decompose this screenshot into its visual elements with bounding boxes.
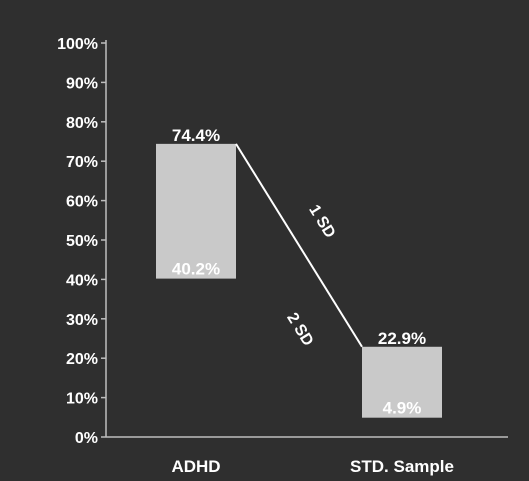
y-tick-label: 80%	[66, 115, 98, 132]
y-tick-label: 0%	[75, 430, 98, 447]
y-tick-label: 40%	[66, 272, 98, 289]
category-label: STD. Sample	[350, 457, 454, 476]
y-tick-label: 10%	[66, 391, 98, 408]
y-tick-label: 50%	[66, 233, 98, 250]
category-label: ADHD	[171, 457, 220, 476]
y-tick-label: 70%	[66, 154, 98, 171]
data-label-high: 22.9%	[378, 329, 426, 348]
y-tick-label: 30%	[66, 312, 98, 329]
data-label-low: 4.9%	[383, 399, 422, 418]
data-label-low: 40.2%	[172, 260, 220, 279]
range-bar	[156, 144, 236, 279]
y-tick-label: 90%	[66, 75, 98, 92]
y-tick-label: 20%	[66, 351, 98, 368]
y-tick-label: 60%	[66, 194, 98, 211]
data-label-high: 74.4%	[172, 126, 220, 145]
y-tick-label: 100%	[57, 36, 98, 53]
